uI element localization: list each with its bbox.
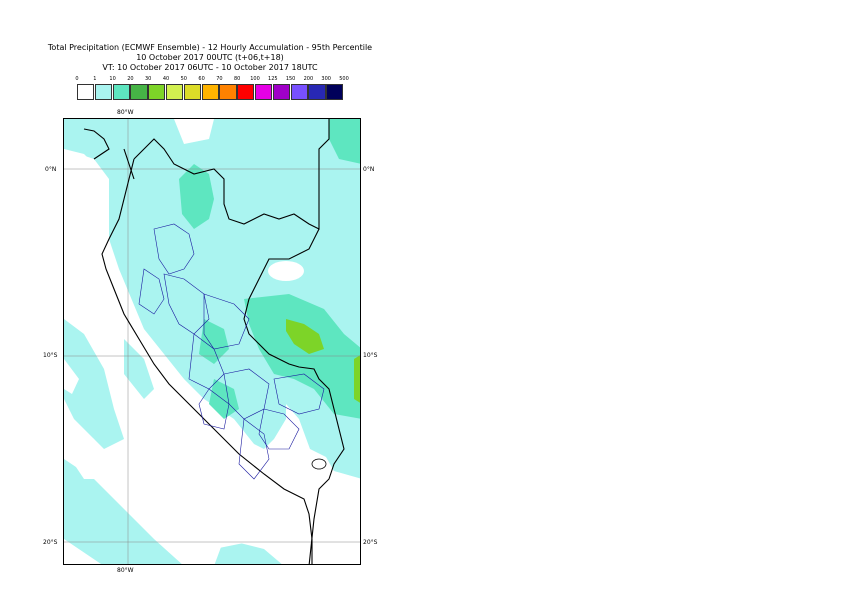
precipitation-map: [63, 118, 361, 565]
precip-field-light: [64, 119, 360, 564]
legend-swatch: [112, 84, 130, 100]
lat-label-0-left: 0°N: [45, 166, 57, 173]
legend-label: 20: [127, 76, 134, 82]
legend-label: 30: [145, 76, 152, 82]
legend-swatch: [219, 84, 237, 100]
lake-titicaca: [311, 458, 327, 470]
legend-swatch: [94, 84, 112, 100]
legend-swatch: [166, 84, 184, 100]
legend-swatch: [130, 84, 148, 100]
lat-label-20-left: 20°S: [43, 539, 58, 546]
lon-label-top: 80°W: [117, 109, 134, 116]
legend-label: 10: [109, 76, 116, 82]
legend-swatch: [237, 84, 255, 100]
legend-swatch: [290, 84, 308, 100]
legend-label: 1: [93, 76, 97, 82]
lat-label-10-left: 10°S: [43, 352, 58, 359]
lat-label-10-right: 10°S: [363, 352, 378, 359]
color-legend: 0 1 10 20 30 40 50 60 70 80 100 125 150 200 300 500: [75, 76, 349, 102]
legend-label: 50: [180, 76, 187, 82]
legend-label: 100: [250, 76, 260, 82]
map-title-line3: VT: 10 October 2017 06UTC - 10 October 2…: [102, 63, 318, 72]
lat-label-20-right: 20°S: [363, 539, 378, 546]
region-borders: [138, 223, 325, 480]
legend-swatch: [255, 84, 273, 100]
map-title-line2: 10 October 2017 00UTC (t+06,t+18): [136, 53, 284, 62]
country-borders: [83, 119, 345, 564]
lat-label-0-right: 0°N: [363, 166, 375, 173]
precip-field-medium: [179, 119, 360, 419]
map-svg: [64, 119, 360, 564]
legend-label: 125: [268, 76, 278, 82]
precip-field-heavy: [286, 319, 360, 403]
legend-label: 0: [75, 76, 79, 82]
lon-label-bottom: 80°W: [117, 567, 134, 574]
legend-swatch: [201, 84, 219, 100]
legend-swatch: [308, 84, 326, 100]
legend-label: 80: [234, 76, 241, 82]
map-title-line1: Total Precipitation (ECMWF Ensemble) - 1…: [47, 43, 373, 52]
legend-label: 300: [321, 76, 331, 82]
legend-label: 70: [216, 76, 223, 82]
legend-swatch: [183, 84, 201, 100]
legend-label: 150: [285, 76, 296, 82]
legend-swatch: [77, 84, 95, 100]
legend-swatch: [148, 84, 166, 100]
legend-swatch: [272, 84, 290, 100]
legend-label: 60: [198, 76, 205, 82]
legend-label: 40: [162, 76, 170, 82]
legend-label: 200: [303, 76, 314, 82]
precip-gaps: [64, 119, 360, 564]
legend-swatch: [326, 84, 344, 100]
legend-label: 500: [339, 76, 349, 82]
